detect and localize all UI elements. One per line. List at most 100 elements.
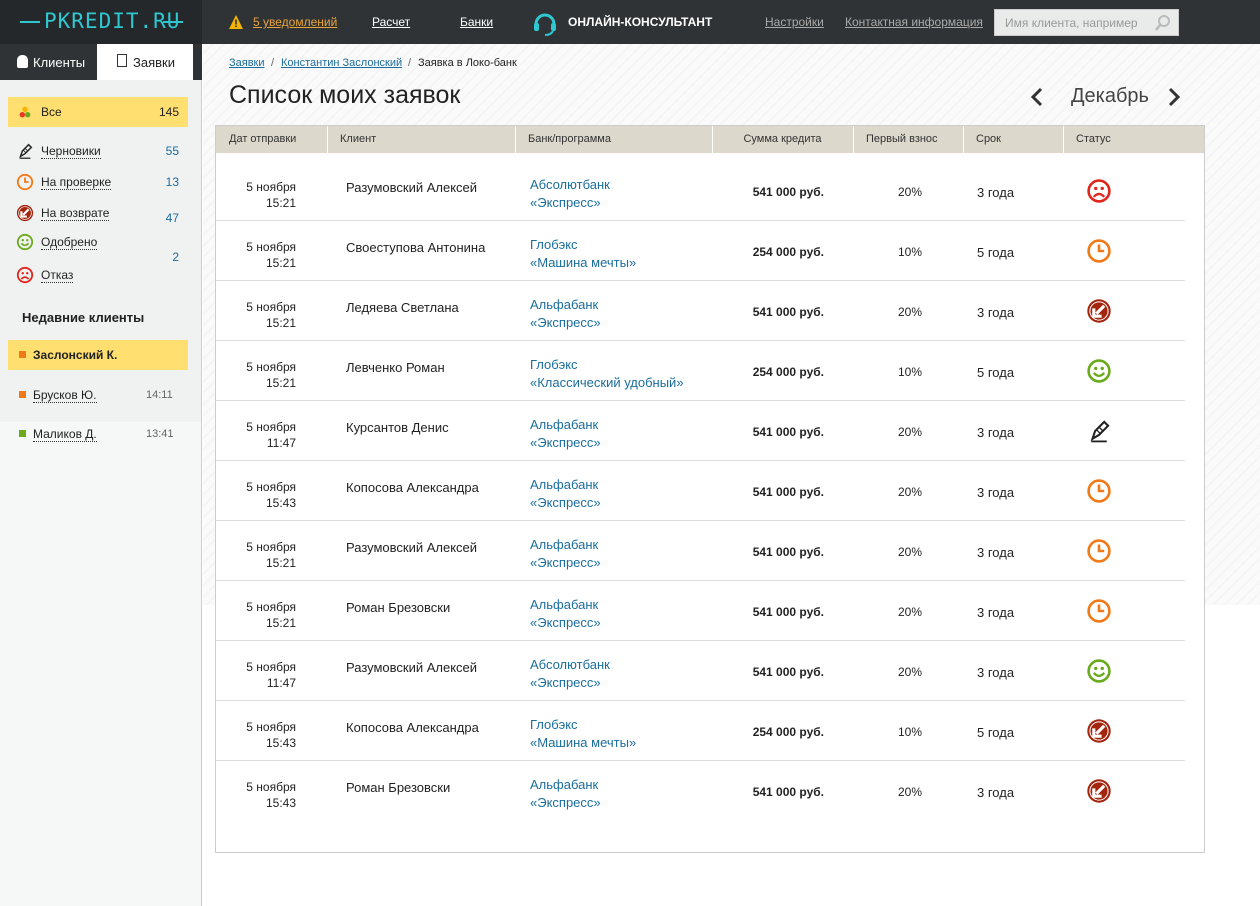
status-icon	[1086, 718, 1112, 744]
cell-bank[interactable]: Альфабанк	[530, 477, 599, 492]
cell-bank[interactable]: Альфабанк	[530, 597, 599, 612]
breadcrumb[interactable]: Константин Заслонский	[281, 57, 403, 69]
recent-name[interactable]: Заслонский К.	[33, 348, 118, 362]
row-divider	[216, 280, 1185, 281]
cell-time: 15:43	[265, 796, 296, 810]
cell-client: Разумовский Алексей	[346, 180, 478, 195]
cell-amount: 541 000 руб.	[752, 785, 824, 799]
sidebar-bottom	[0, 422, 202, 906]
header-link[interactable]: Контактная информация	[845, 15, 983, 29]
month-arrow[interactable]	[1167, 87, 1181, 107]
cell-amount: 254 000 руб.	[752, 365, 824, 379]
month: Декабрь	[1071, 85, 1149, 107]
cell-time: 15:43	[265, 736, 296, 750]
cell-term: 5 года	[977, 245, 1015, 260]
cell-program[interactable]: «Машина мечты»	[530, 735, 637, 750]
notifications[interactable]: 5 уведомлений	[253, 15, 338, 29]
tab-edge	[193, 44, 202, 80]
row-divider	[216, 340, 1185, 341]
search-box[interactable]: Имя клиента, например	[994, 9, 1179, 36]
table-head	[216, 126, 1204, 153]
cell-time: 15:21	[265, 556, 296, 570]
column-header: Срок	[976, 133, 1001, 145]
cell-bank[interactable]: Глобэкс	[530, 237, 578, 252]
cell-bank[interactable]: Глобэкс	[530, 357, 578, 372]
status-icon	[16, 266, 34, 284]
column-header: Сумма кредита	[743, 133, 822, 145]
cell-program[interactable]: «Экспресс»	[530, 435, 601, 450]
cell-bank[interactable]: Глобэкс	[530, 717, 578, 732]
cell-amount: 541 000 руб.	[752, 485, 824, 499]
cell-time: 15:21	[265, 376, 296, 390]
nav-link[interactable]: Расчет	[372, 15, 411, 29]
cell-client: Разумовский Алексей	[346, 660, 478, 675]
row-divider	[216, 400, 1185, 401]
month-arrow[interactable]	[1030, 87, 1044, 107]
cell-program[interactable]: «Экспресс»	[530, 195, 601, 210]
recent-highlight[interactable]	[8, 340, 188, 370]
cell-client: Ледяева Светлана	[346, 300, 459, 315]
column-divider	[515, 126, 516, 153]
recent-time: 14:11	[146, 389, 173, 401]
cell-down: 20%	[897, 485, 923, 499]
recent-title: Недавние клиенты	[22, 310, 145, 325]
consultant[interactable]: ОНЛАЙН-КОНСУЛЬТАНТ	[568, 15, 713, 29]
filter-label[interactable]: Черновики	[41, 144, 101, 159]
tab-label[interactable]: Клиенты	[33, 55, 86, 70]
cell-time: 15:21	[265, 256, 296, 270]
cell-bank[interactable]: Абсолютбанк	[530, 177, 610, 192]
cell-program[interactable]: «Экспресс»	[530, 315, 601, 330]
cell-date: 5 ноября	[246, 660, 296, 674]
tab-label[interactable]: Заявки	[133, 55, 175, 70]
search-icon[interactable]	[1155, 15, 1171, 31]
logo-line	[20, 21, 40, 23]
cell-date: 5 ноября	[246, 480, 296, 494]
cell-term: 3 года	[977, 485, 1015, 500]
headset-icon	[532, 10, 558, 36]
recent-marker	[19, 351, 26, 358]
logo: PKREDIT.RU	[44, 9, 181, 33]
cell-program[interactable]: «Экспресс»	[530, 615, 601, 630]
cell-date: 5 ноября	[246, 420, 296, 434]
status-icon	[16, 142, 34, 160]
cell-bank[interactable]: Альфабанк	[530, 777, 599, 792]
filter-count: 55	[165, 144, 179, 158]
filter-label[interactable]: Одобрено	[41, 235, 98, 250]
tab[interactable]	[0, 44, 97, 80]
filter-highlight[interactable]	[8, 97, 188, 127]
cell-date: 5 ноября	[246, 600, 296, 614]
breadcrumb[interactable]: Заявки	[229, 57, 265, 69]
cell-date: 5 ноября	[246, 720, 296, 734]
status-icon	[16, 204, 34, 222]
cell-client: Разумовский Алексей	[346, 540, 478, 555]
cell-bank[interactable]: Альфабанк	[530, 417, 599, 432]
row-divider	[216, 760, 1185, 761]
cell-client: Левченко Роман	[346, 360, 445, 375]
cell-program[interactable]: «Экспресс»	[530, 675, 601, 690]
cell-program[interactable]: «Экспресс»	[530, 795, 601, 810]
filter-label[interactable]: На возврате	[41, 206, 110, 221]
recent-name[interactable]: Брусков Ю.	[33, 388, 97, 403]
column-divider	[712, 126, 713, 153]
cell-bank[interactable]: Альфабанк	[530, 297, 599, 312]
cell-bank[interactable]: Альфабанк	[530, 537, 599, 552]
header-link[interactable]: Настройки	[765, 15, 824, 29]
cell-program[interactable]: «Экспресс»	[530, 555, 601, 570]
cell-program[interactable]: «Экспресс»	[530, 495, 601, 510]
filter-count: 47	[165, 211, 179, 225]
recent-name[interactable]: Маликов Д.	[33, 427, 97, 442]
cell-program[interactable]: «Классический удобный»	[530, 375, 684, 390]
filter-label[interactable]: Отказ	[41, 268, 74, 283]
cell-bank[interactable]: Абсолютбанк	[530, 657, 610, 672]
nav-link[interactable]: Банки	[460, 15, 494, 29]
filter-label[interactable]: Все	[41, 105, 62, 119]
cell-program[interactable]: «Машина мечты»	[530, 255, 637, 270]
logo-line	[163, 21, 183, 23]
tab-active[interactable]	[97, 44, 193, 80]
filter-count: 13	[165, 175, 179, 189]
cell-time: 15:21	[265, 196, 296, 210]
filter-label[interactable]: На проверке	[41, 175, 112, 190]
cell-term: 5 года	[977, 365, 1015, 380]
cell-date: 5 ноября	[246, 540, 296, 554]
